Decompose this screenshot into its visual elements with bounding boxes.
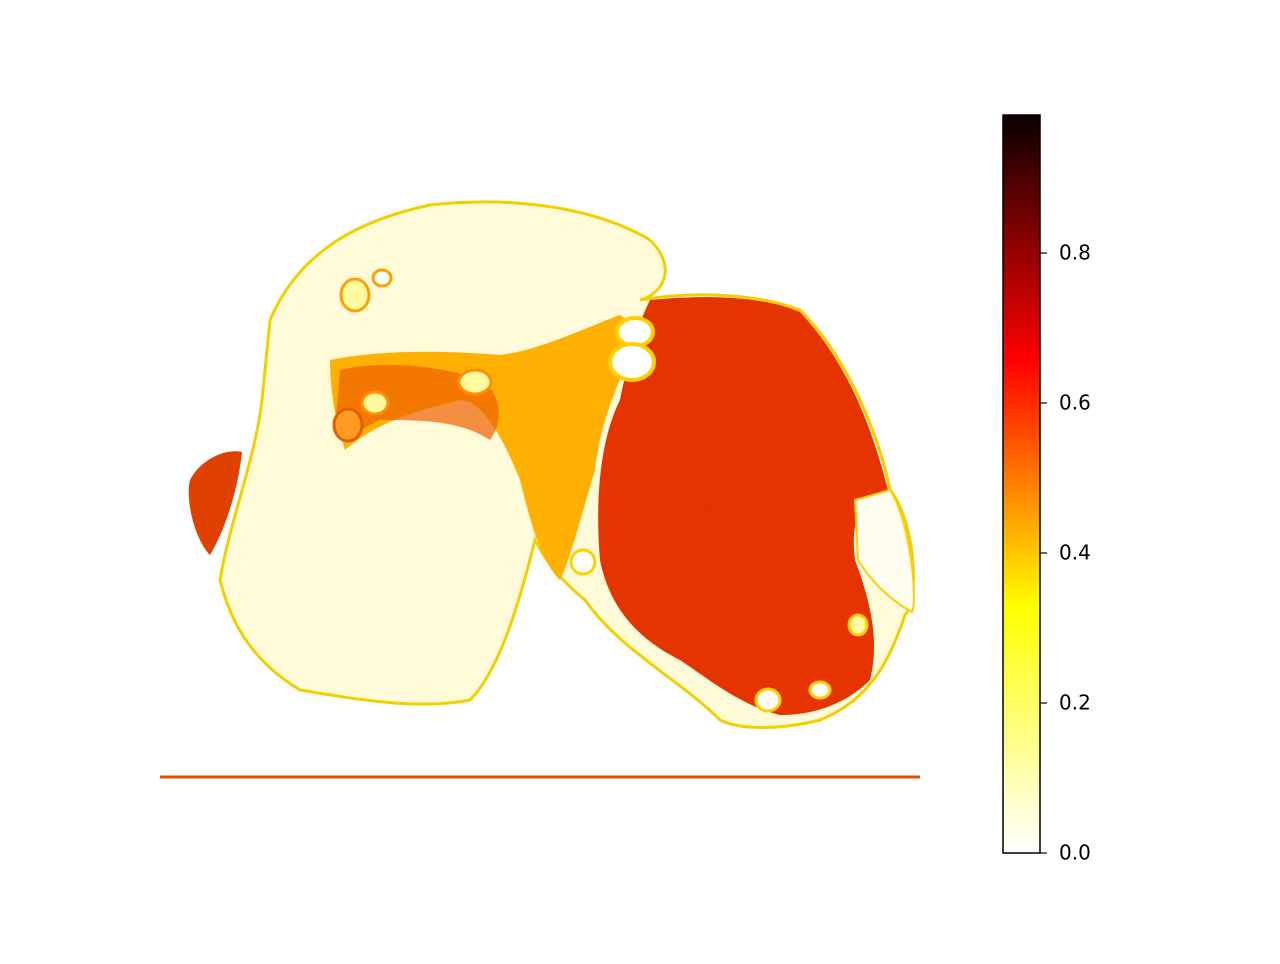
vessel xyxy=(608,342,656,382)
vessel xyxy=(360,390,390,416)
colorbar-tick-label: 0.0 xyxy=(1059,841,1091,865)
colorbar: 0.0 0.2 0.4 0.6 0.8 xyxy=(1002,114,1091,865)
tissue-image xyxy=(160,200,920,779)
vessel xyxy=(847,613,869,637)
colorbar-tick-label: 0.4 xyxy=(1059,541,1091,565)
vessel xyxy=(332,407,364,443)
colorbar-tick-label: 0.2 xyxy=(1059,691,1091,715)
vessel xyxy=(615,316,655,348)
vessel xyxy=(808,680,832,700)
tissue-fragment xyxy=(188,451,242,555)
colorbar-fill xyxy=(1002,114,1041,854)
colorbar-tick-label: 0.6 xyxy=(1059,391,1091,415)
tissue-texture xyxy=(598,297,888,715)
vessel xyxy=(569,548,597,576)
vessel xyxy=(371,268,393,288)
colorbar-tick-label: 0.8 xyxy=(1059,241,1091,265)
vessel xyxy=(457,368,493,396)
vessel xyxy=(339,277,371,313)
tissue-pale-patch xyxy=(853,488,915,614)
vessel xyxy=(754,687,782,713)
